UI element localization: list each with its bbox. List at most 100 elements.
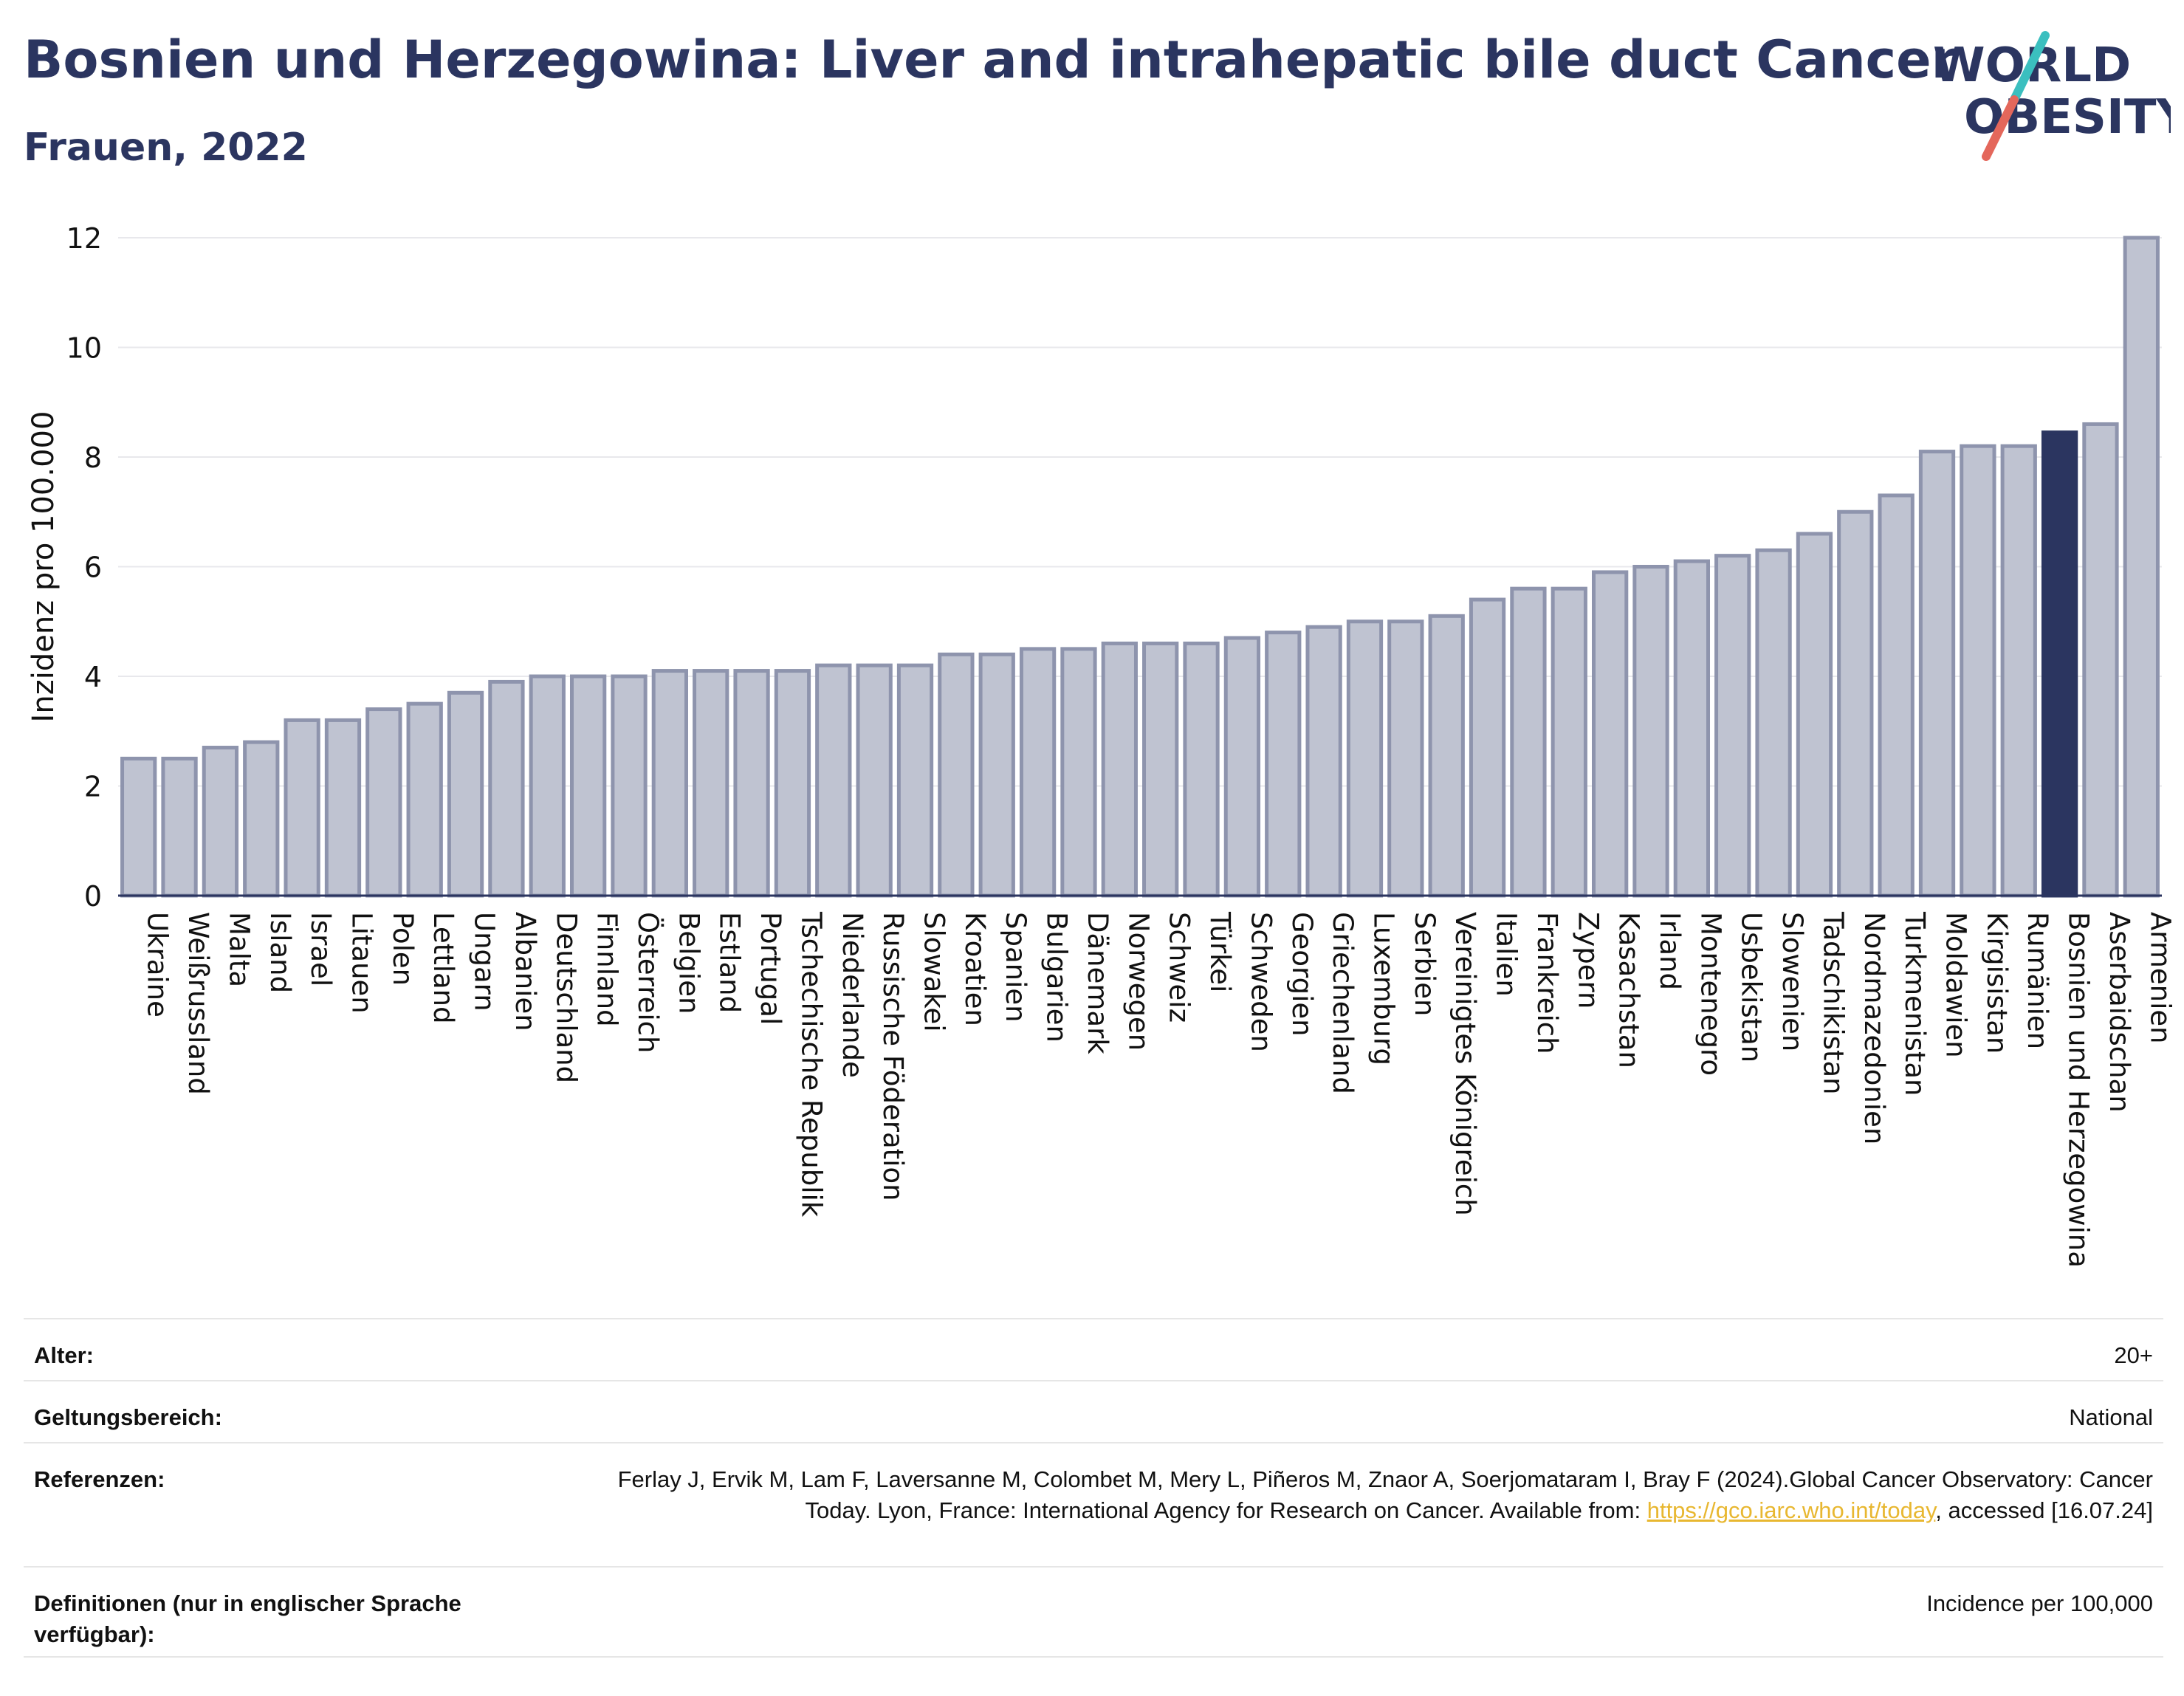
bar — [1265, 631, 1302, 898]
bar — [1878, 493, 1915, 898]
x-tick-label: Polen — [387, 912, 419, 986]
x-tick-label: Schweiz — [1164, 912, 1195, 1023]
x-tick-label: Luxemburg — [1367, 912, 1399, 1065]
references-text: Ferlay J, Ervik M, Lam F, Laversanne M, … — [617, 1466, 2153, 1523]
bar — [978, 652, 1015, 898]
bar — [1632, 565, 1669, 898]
bar — [2082, 422, 2119, 898]
x-tick-label: Weißrussland — [182, 912, 214, 1095]
bar — [1469, 597, 1506, 898]
bar — [284, 718, 320, 898]
bar — [1305, 625, 1342, 898]
x-tick-label: Griechenland — [1327, 912, 1359, 1094]
x-tick-label: Israel — [305, 912, 337, 986]
logo-slash-teal — [2010, 31, 2050, 104]
x-tick-label: Kasachstan — [1613, 912, 1645, 1068]
bar — [651, 669, 689, 898]
x-tick-label: Schweden — [1245, 912, 1277, 1052]
bar — [1796, 532, 1833, 898]
y-tick-label: 6 — [84, 552, 102, 584]
x-tick-label: Vereinigtes Königreich — [1449, 912, 1481, 1216]
bar — [1714, 554, 1751, 898]
bar — [447, 690, 484, 898]
x-tick-label: Moldawien — [1940, 912, 1972, 1058]
y-tick-label: 2 — [84, 771, 102, 803]
x-tick-label: Turkmenistan — [1899, 911, 1931, 1096]
y-tick-label: 8 — [84, 442, 102, 474]
x-tick-label: Dänemark — [1082, 912, 1113, 1054]
bar — [815, 663, 852, 898]
bar — [529, 674, 566, 898]
x-tick-label: Estland — [714, 912, 746, 1013]
bar — [569, 674, 607, 898]
x-tick-label: Türkei — [1204, 911, 1236, 992]
x-tick-label: Usbekistan — [1736, 912, 1768, 1062]
info-row-definitions: Definitionen (nur in englischer Sprache … — [24, 1566, 2163, 1658]
info-row-age: Alter: 20+ — [24, 1318, 2163, 1380]
x-tick-label: Irland — [1654, 912, 1686, 990]
bar — [1223, 636, 1261, 898]
bar — [243, 740, 280, 898]
bar — [1755, 548, 1792, 898]
x-tick-label: Ukraine — [142, 912, 174, 1017]
info-row-scope: Geltungsbereich: National — [24, 1380, 2163, 1442]
scope-label: Geltungsbereich: — [34, 1404, 222, 1430]
x-tick-label: Belgien — [673, 912, 704, 1014]
bar — [1837, 509, 1874, 898]
x-tick-label: Nordmazedonien — [1858, 912, 1890, 1144]
bar — [406, 701, 443, 898]
bar — [1346, 619, 1384, 898]
bar — [1510, 586, 1547, 898]
chart-title: Bosnien und Herzegowina: Liver and intra… — [24, 30, 1957, 90]
bar — [1591, 570, 1629, 898]
y-tick-label: 0 — [84, 880, 102, 913]
info-row-references: Referenzen: Ferlay J, Ervik M, Lam F, La… — [24, 1442, 2163, 1566]
y-tick-label: 12 — [66, 222, 102, 255]
x-tick-label: Bulgarien — [1041, 912, 1073, 1043]
bar — [1428, 614, 1465, 898]
bar — [1101, 641, 1138, 898]
bar — [2000, 444, 2037, 898]
scope-value: National — [2069, 1404, 2153, 1430]
bar — [896, 663, 934, 898]
bar — [120, 756, 157, 898]
x-tick-label: Tschechische Republik — [795, 911, 827, 1218]
bar — [161, 756, 198, 898]
x-tick-label: Deutschland — [550, 912, 582, 1083]
y-axis-ticks: 0 2 4 6 8 10 12 — [66, 222, 102, 913]
x-tick-label: Montenegro — [1694, 912, 1726, 1076]
bar — [202, 746, 239, 898]
x-tick-label: Tadschikistan — [1817, 911, 1849, 1095]
definitions-value: Incidence per 100,000 — [1926, 1590, 2153, 1616]
bar — [2041, 430, 2078, 898]
info-table: Alter: 20+ Geltungsbereich: National Ref… — [24, 1318, 2163, 1658]
logo-slash-red — [1982, 95, 2019, 161]
y-tick-label: 4 — [84, 661, 102, 693]
bar — [1551, 586, 1587, 898]
age-value: 20+ — [2114, 1342, 2153, 1368]
bar — [1673, 559, 1711, 898]
bar — [324, 718, 362, 898]
references-link[interactable]: https://gco.iarc.who.int/today — [1646, 1497, 1936, 1523]
bar — [1019, 647, 1057, 898]
x-tick-label: Malta — [223, 912, 255, 987]
bar — [774, 669, 811, 898]
x-tick-label: Litauen — [346, 912, 377, 1014]
references-value: Ferlay J, Ervik M, Lam F, Laversanne M, … — [602, 1464, 2153, 1526]
references-accessed: , accessed [16.07.24] — [1935, 1497, 2153, 1523]
bar — [733, 669, 770, 898]
bar — [938, 652, 975, 898]
bar — [365, 707, 402, 898]
x-tick-label: Österreich — [632, 912, 664, 1053]
world-obesity-logo: WORLD OBESITY — [1933, 31, 2171, 161]
x-tick-label: Kroatien — [959, 912, 991, 1026]
bars — [120, 236, 2160, 898]
bar-chart: 0 2 4 6 8 10 12 Ukraine Weißrussland Malta Island… — [27, 222, 2176, 1268]
y-axis-label: Inzidenz pro 100.000 — [27, 411, 61, 723]
x-tick-label: Albanien — [509, 912, 541, 1031]
x-tick-label: Island — [264, 912, 296, 993]
x-tick-label: Slowenien — [1776, 912, 1808, 1051]
x-tick-label: Russische Föderation — [877, 912, 909, 1201]
bar — [1960, 444, 1996, 898]
x-tick-label: Frankreich — [1531, 912, 1563, 1054]
